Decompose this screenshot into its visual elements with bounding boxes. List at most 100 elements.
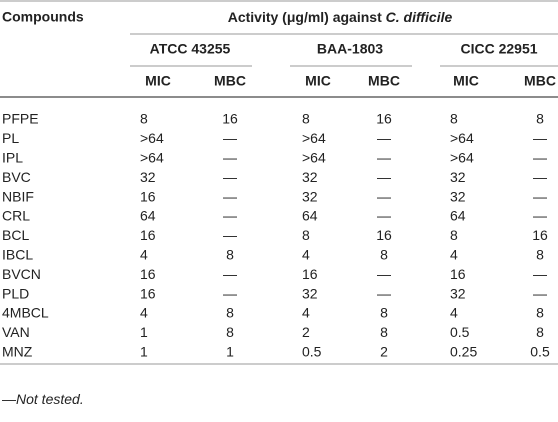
compound: VAN: [2, 324, 30, 340]
cell: 8: [226, 305, 234, 321]
cell: 16: [532, 227, 548, 243]
cell: —: [377, 130, 391, 146]
cell: —: [533, 208, 547, 224]
cell: 8: [226, 324, 234, 340]
compound: IBCL: [2, 247, 33, 263]
cell: >64: [302, 150, 326, 166]
cell: 1: [140, 324, 148, 340]
cell: 16: [140, 188, 156, 204]
cell: 8: [302, 227, 310, 243]
footnote-text: Not tested.: [16, 391, 84, 407]
cell: 8: [536, 111, 544, 127]
cell: 16: [222, 111, 238, 127]
cell: 16: [450, 266, 466, 282]
cell: 64: [140, 208, 156, 224]
cell: 0.5: [302, 344, 322, 360]
cell: —: [223, 130, 237, 146]
strain: ATCC 43255: [150, 41, 231, 57]
cell: 8: [536, 247, 544, 263]
cell: 1: [226, 344, 234, 360]
cell: 1: [140, 344, 148, 360]
cell: 8: [226, 247, 234, 263]
cell: —: [223, 150, 237, 166]
cell: 16: [376, 111, 392, 127]
compound: BVCN: [2, 266, 41, 282]
cell: >64: [302, 130, 326, 146]
cell: —: [377, 188, 391, 204]
cell: 64: [302, 208, 318, 224]
cell: >64: [450, 150, 474, 166]
cell: —: [377, 150, 391, 166]
compound: CRL: [2, 208, 30, 224]
header-compounds: Compounds: [2, 9, 84, 25]
footnote: —Not tested.: [2, 391, 84, 407]
cell: 8: [380, 324, 388, 340]
cell: >64: [140, 130, 164, 146]
cell: 4: [302, 247, 310, 263]
cell: 32: [302, 285, 318, 301]
subheader: MIC: [145, 73, 171, 89]
compound: 4MBCL: [2, 305, 49, 321]
cell: —: [377, 266, 391, 282]
subheader: MIC: [453, 73, 479, 89]
compound: PFPE: [2, 111, 39, 127]
cell: —: [377, 208, 391, 224]
cell: —: [223, 169, 237, 185]
cell: —: [533, 130, 547, 146]
subheader: MIC: [305, 73, 331, 89]
cell: —: [533, 169, 547, 185]
cell: 4: [450, 305, 458, 321]
strain: CICC 22951: [460, 41, 537, 57]
cell: 32: [302, 169, 318, 185]
cell: 8: [450, 227, 458, 243]
cell: 16: [376, 227, 392, 243]
cell: 8: [140, 111, 148, 127]
activity-label: Activity (μg/ml) against: [228, 9, 386, 25]
cell: 4: [140, 247, 148, 263]
compound: PLD: [2, 285, 29, 301]
compound: BVC: [2, 169, 31, 185]
organism: C. difficile: [386, 9, 453, 25]
cell: —: [223, 208, 237, 224]
cell: 8: [302, 111, 310, 127]
cell: 4: [140, 305, 148, 321]
cell: —: [223, 266, 237, 282]
cell: >64: [450, 130, 474, 146]
cell: 8: [450, 111, 458, 127]
cell: 8: [380, 305, 388, 321]
cell: 8: [536, 305, 544, 321]
cell: —: [533, 285, 547, 301]
cell: 2: [302, 324, 310, 340]
cell: 16: [140, 266, 156, 282]
subheader: MBC: [524, 73, 556, 89]
cell: 32: [140, 169, 156, 185]
cell: 16: [140, 227, 156, 243]
cell: 2: [380, 344, 388, 360]
compound: MNZ: [2, 344, 33, 360]
subheader: MBC: [368, 73, 400, 89]
compound: IPL: [2, 150, 23, 166]
cell: 32: [302, 188, 318, 204]
cell: 0.5: [450, 324, 470, 340]
cell: 16: [140, 285, 156, 301]
footnote-dash: —: [2, 391, 16, 407]
cell: 64: [450, 208, 466, 224]
subheader: MBC: [214, 73, 246, 89]
cell: 4: [450, 247, 458, 263]
cell: —: [223, 285, 237, 301]
cell: —: [533, 266, 547, 282]
cell: 32: [450, 188, 466, 204]
compound: PL: [2, 130, 19, 146]
cell: 8: [536, 324, 544, 340]
cell: 16: [302, 266, 318, 282]
cell: >64: [140, 150, 164, 166]
cell: 4: [302, 305, 310, 321]
cell: —: [377, 285, 391, 301]
cell: 0.5: [530, 344, 550, 360]
strain: BAA-1803: [317, 41, 383, 57]
cell: 32: [450, 285, 466, 301]
cell: —: [377, 169, 391, 185]
compound: NBIF: [2, 188, 34, 204]
cell: —: [533, 188, 547, 204]
